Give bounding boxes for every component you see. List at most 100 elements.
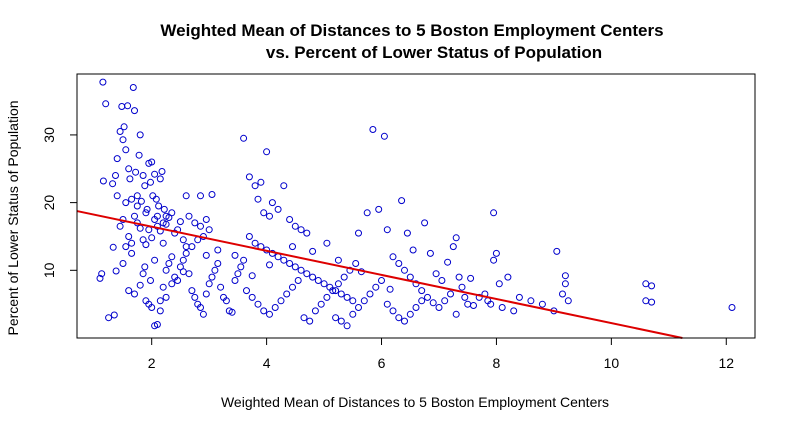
data-point-3 bbox=[98, 270, 106, 278]
data-point-269 bbox=[147, 277, 154, 284]
data-point-127 bbox=[257, 178, 265, 186]
data-point-220 bbox=[461, 293, 469, 301]
data-point-41 bbox=[158, 168, 166, 175]
data-point-45 bbox=[116, 222, 124, 230]
data-point-125 bbox=[245, 173, 253, 181]
y-tick-label-30: 30 bbox=[41, 127, 57, 143]
data-point-215 bbox=[444, 258, 452, 266]
data-point-213 bbox=[432, 270, 440, 278]
data-point-91 bbox=[179, 256, 187, 264]
data-point-145 bbox=[280, 256, 288, 264]
data-point-178 bbox=[323, 239, 331, 247]
data-point-246 bbox=[648, 298, 656, 306]
data-point-165 bbox=[283, 290, 291, 298]
data-point-34 bbox=[148, 158, 156, 166]
data-point-238 bbox=[561, 272, 569, 280]
x-tick-label-8: 8 bbox=[493, 355, 501, 371]
data-point-163 bbox=[271, 304, 279, 311]
data-point-170 bbox=[311, 307, 319, 315]
data-point-30 bbox=[142, 209, 150, 217]
data-point-128 bbox=[263, 148, 271, 156]
data-point-266 bbox=[162, 293, 170, 301]
data-point-120 bbox=[202, 216, 210, 223]
data-point-86 bbox=[165, 260, 173, 267]
data-point-234 bbox=[515, 293, 523, 301]
data-point-261 bbox=[231, 251, 239, 259]
data-point-200 bbox=[424, 293, 431, 301]
data-point-177 bbox=[352, 260, 360, 267]
data-point-25 bbox=[135, 151, 143, 159]
data-point-212 bbox=[426, 249, 434, 257]
data-point-239 bbox=[561, 280, 569, 288]
data-point-131 bbox=[266, 212, 273, 220]
data-point-14 bbox=[119, 136, 127, 144]
data-point-47 bbox=[122, 243, 130, 251]
data-point-166 bbox=[289, 283, 296, 291]
data-point-260 bbox=[248, 272, 256, 280]
data-point-16 bbox=[122, 146, 130, 154]
data-point-245 bbox=[648, 282, 656, 290]
data-point-169 bbox=[306, 317, 314, 325]
data-point-6 bbox=[110, 311, 118, 319]
data-point-210 bbox=[409, 246, 417, 254]
data-point-264 bbox=[179, 268, 187, 276]
data-point-85 bbox=[162, 266, 170, 274]
data-point-148 bbox=[297, 266, 305, 274]
data-point-270 bbox=[141, 263, 149, 271]
data-point-54 bbox=[142, 241, 150, 249]
data-point-97 bbox=[197, 304, 204, 311]
data-point-236 bbox=[538, 300, 546, 308]
data-point-94 bbox=[188, 287, 196, 295]
data-point-66 bbox=[176, 218, 184, 226]
data-point-244 bbox=[642, 297, 650, 305]
data-point-113 bbox=[188, 243, 196, 251]
data-point-138 bbox=[303, 229, 311, 237]
data-point-99 bbox=[202, 290, 210, 298]
data-point-217 bbox=[452, 234, 460, 242]
data-point-262 bbox=[214, 246, 222, 254]
data-point-112 bbox=[240, 256, 248, 264]
data-point-100 bbox=[205, 280, 213, 288]
data-point-194 bbox=[389, 253, 397, 261]
chart-title-line2: vs. Percent of Lower Status of Populatio… bbox=[266, 43, 602, 62]
data-point-72 bbox=[128, 249, 136, 257]
data-point-27 bbox=[137, 197, 145, 205]
data-point-67 bbox=[179, 236, 187, 244]
data-point-29 bbox=[141, 182, 149, 190]
data-point-235 bbox=[527, 297, 535, 305]
data-point-201 bbox=[383, 300, 391, 308]
data-point-184 bbox=[360, 297, 368, 305]
data-point-136 bbox=[291, 222, 299, 230]
regression-line bbox=[76, 210, 683, 339]
data-point-179 bbox=[332, 314, 340, 322]
data-point-80 bbox=[148, 304, 156, 311]
data-point-4 bbox=[96, 274, 104, 282]
y-axis-label: Percent of Lower Status of Population bbox=[5, 100, 21, 335]
data-point-17 bbox=[124, 102, 132, 110]
data-point-12 bbox=[116, 128, 124, 135]
data-point-98 bbox=[199, 310, 207, 318]
data-point-1 bbox=[102, 100, 110, 108]
data-point-249 bbox=[470, 302, 477, 309]
data-point-71 bbox=[133, 202, 141, 210]
data-point-171 bbox=[317, 300, 325, 308]
data-point-186 bbox=[372, 283, 380, 291]
data-point-106 bbox=[222, 297, 230, 305]
data-point-49 bbox=[128, 239, 136, 247]
data-point-219 bbox=[458, 283, 466, 291]
data-point-162 bbox=[266, 310, 273, 318]
data-point-5 bbox=[105, 314, 113, 322]
data-point-110 bbox=[234, 270, 242, 278]
data-point-121 bbox=[182, 192, 190, 200]
data-point-189 bbox=[363, 209, 371, 217]
data-point-174 bbox=[334, 280, 342, 288]
data-point-223 bbox=[441, 297, 449, 305]
data-point-9 bbox=[109, 180, 117, 188]
data-point-118 bbox=[191, 219, 199, 227]
data-point-183 bbox=[355, 304, 362, 311]
data-point-202 bbox=[389, 307, 397, 315]
data-point-187 bbox=[378, 277, 385, 284]
data-point-28 bbox=[139, 172, 147, 179]
y-tick-label-10: 10 bbox=[41, 262, 57, 278]
